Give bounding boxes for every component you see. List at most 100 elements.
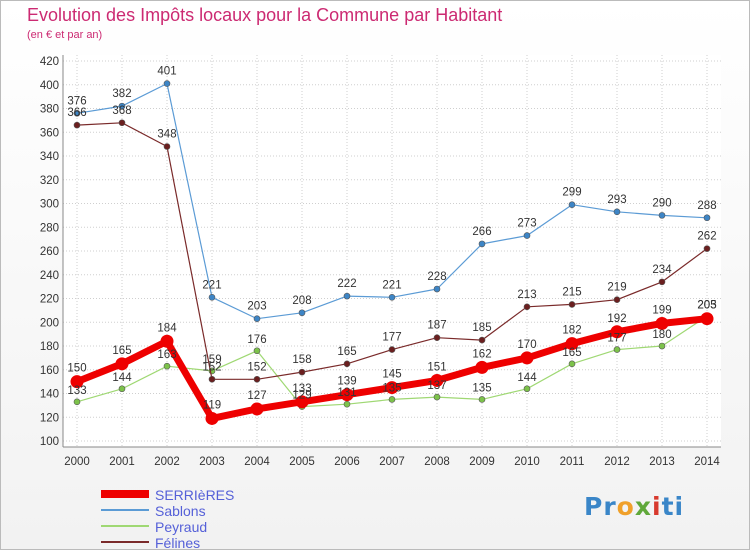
data-label-f-lines: 152: [202, 361, 221, 373]
data-point-sablons: [703, 214, 711, 222]
data-label-serri-res: 203: [697, 300, 716, 312]
y-tick-label: 360: [40, 127, 59, 139]
data-label-serri-res: 170: [517, 339, 536, 351]
data-label-peyraud: 133: [67, 385, 86, 397]
data-point-peyraud: [568, 360, 576, 368]
data-point-peyraud: [163, 362, 171, 370]
data-label-serri-res: 139: [337, 376, 356, 388]
data-label-f-lines: 165: [337, 346, 356, 358]
x-tick-label: 2011: [560, 456, 585, 468]
data-point-peyraud: [478, 396, 486, 403]
data-label-sablons: 203: [247, 301, 266, 313]
data-label-peyraud: 131: [337, 387, 356, 399]
x-tick-label: 2010: [514, 456, 540, 468]
x-tick-label: 2003: [199, 456, 225, 468]
y-tick-label: 260: [40, 246, 59, 258]
data-label-sablons: 221: [202, 279, 221, 291]
data-point-serri-res: [70, 375, 84, 389]
data-label-serri-res: 133: [292, 383, 311, 395]
data-label-f-lines: 152: [247, 361, 266, 373]
data-point-peyraud: [658, 342, 666, 350]
y-tick-label: 180: [40, 341, 59, 353]
data-point-serri-res: [475, 360, 489, 374]
data-point-serri-res: [430, 373, 444, 387]
data-label-serri-res: 192: [607, 313, 626, 325]
data-label-peyraud: 159: [202, 354, 221, 366]
data-label-serri-res: 151: [427, 361, 446, 373]
data-point-f-lines: [343, 360, 351, 368]
data-point-sablons: [658, 212, 666, 219]
data-label-serri-res: 165: [112, 345, 131, 357]
data-point-f-lines: [703, 245, 711, 252]
data-label-sablons: 221: [382, 279, 401, 291]
data-point-serri-res: [385, 381, 399, 395]
data-label-f-lines: 219: [607, 282, 626, 294]
data-point-sablons: [343, 292, 351, 300]
y-tick-label: 380: [40, 104, 59, 116]
data-point-peyraud: [433, 393, 441, 401]
data-point-serri-res: [700, 312, 714, 326]
x-tick-label: 2005: [289, 456, 315, 468]
data-label-peyraud: 144: [112, 372, 132, 384]
data-point-peyraud: [388, 396, 396, 403]
data-point-f-lines: [118, 119, 126, 127]
data-point-sablons: [568, 201, 576, 208]
data-label-peyraud: 129: [292, 390, 311, 402]
data-label-f-lines: 215: [562, 286, 581, 298]
y-tick-label: 140: [40, 389, 59, 401]
data-point-f-lines: [388, 346, 396, 353]
data-label-peyraud: 144: [517, 372, 537, 384]
proxiti-logo: Proxiti: [584, 492, 685, 521]
y-tick-label: 340: [40, 151, 59, 163]
data-point-sablons: [253, 315, 261, 322]
data-point-serri-res: [565, 337, 579, 351]
data-point-serri-res: [520, 351, 534, 365]
data-label-f-lines: 158: [292, 354, 311, 366]
data-label-sablons: 401: [157, 66, 176, 78]
data-label-peyraud: 135: [472, 382, 491, 394]
data-label-sablons: 222: [337, 278, 356, 290]
data-point-f-lines: [523, 303, 531, 311]
chart-subtitle: (en € et par an): [27, 29, 103, 41]
data-point-serri-res: [655, 316, 669, 330]
x-tick-label: 2014: [694, 456, 720, 468]
data-point-serri-res: [250, 402, 264, 416]
chart-title: Evolution des Impôts locaux pour la Comm…: [27, 5, 503, 25]
data-point-serri-res: [205, 411, 219, 425]
data-point-serri-res: [115, 357, 129, 371]
data-label-peyraud: 135: [382, 382, 401, 394]
data-point-sablons: [163, 80, 171, 87]
y-tick-label: 100: [40, 436, 59, 448]
data-label-sablons: 273: [517, 218, 536, 230]
data-label-f-lines: 366: [67, 107, 86, 119]
data-point-sablons: [523, 232, 531, 239]
data-label-serri-res: 162: [472, 348, 491, 360]
data-label-peyraud: 137: [427, 380, 446, 392]
y-tick-label: 240: [40, 270, 59, 282]
data-label-sablons: 299: [562, 187, 581, 199]
data-point-peyraud: [343, 400, 351, 408]
data-point-sablons: [433, 285, 441, 293]
data-label-sablons: 376: [67, 95, 86, 107]
x-tick-label: 2009: [469, 456, 495, 468]
data-point-sablons: [298, 309, 306, 317]
x-tick-label: 2006: [334, 456, 360, 468]
data-label-f-lines: 234: [652, 264, 672, 276]
data-point-sablons: [478, 240, 486, 248]
legend-label-serri-res: SERRIèRES: [155, 487, 234, 503]
data-point-f-lines: [298, 368, 306, 376]
data-point-serri-res: [340, 388, 354, 402]
data-label-sablons: 293: [607, 194, 626, 206]
x-tick-label: 2000: [64, 456, 90, 468]
data-label-sablons: 290: [652, 197, 671, 209]
x-tick-label: 2008: [424, 456, 450, 468]
data-label-serri-res: 199: [652, 304, 671, 316]
y-tick-label: 120: [40, 412, 59, 424]
y-tick-label: 200: [40, 317, 59, 329]
data-label-serri-res: 145: [382, 369, 401, 381]
data-label-sablons: 288: [697, 200, 716, 212]
data-label-f-lines: 348: [157, 129, 176, 141]
data-point-f-lines: [478, 336, 486, 344]
data-point-peyraud: [523, 385, 531, 393]
